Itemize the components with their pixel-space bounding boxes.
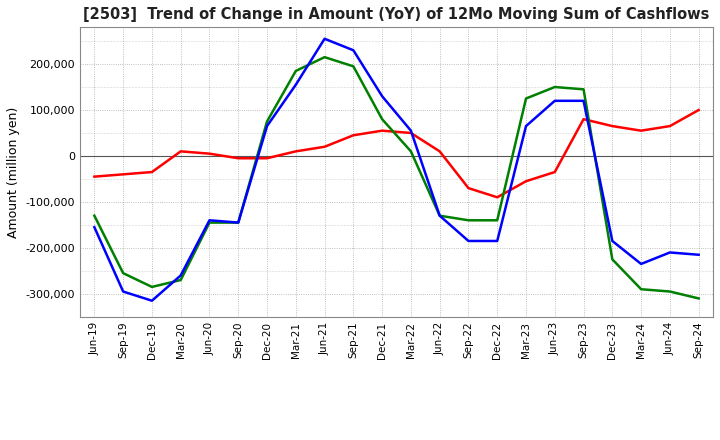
Free Cashflow bbox=[234, 220, 243, 225]
Y-axis label: Amount (million yen): Amount (million yen) bbox=[7, 106, 20, 238]
Operating Cashflow bbox=[148, 169, 156, 175]
Free Cashflow bbox=[636, 261, 645, 267]
Free Cashflow bbox=[378, 94, 387, 99]
Operating Cashflow bbox=[636, 128, 645, 133]
Free Cashflow bbox=[436, 213, 444, 218]
Operating Cashflow bbox=[522, 179, 531, 184]
Operating Cashflow bbox=[378, 128, 387, 133]
Investing Cashflow bbox=[378, 117, 387, 122]
Investing Cashflow bbox=[636, 286, 645, 292]
Investing Cashflow bbox=[119, 271, 127, 276]
Operating Cashflow bbox=[320, 144, 329, 150]
Free Cashflow bbox=[205, 218, 214, 223]
Free Cashflow bbox=[292, 82, 300, 88]
Operating Cashflow bbox=[608, 124, 616, 129]
Investing Cashflow bbox=[407, 149, 415, 154]
Investing Cashflow bbox=[436, 213, 444, 218]
Investing Cashflow bbox=[205, 220, 214, 225]
Free Cashflow bbox=[148, 298, 156, 303]
Investing Cashflow bbox=[493, 218, 502, 223]
Free Cashflow bbox=[551, 98, 559, 103]
Investing Cashflow bbox=[464, 218, 473, 223]
Free Cashflow bbox=[580, 98, 588, 103]
Free Cashflow bbox=[522, 124, 531, 129]
Free Cashflow bbox=[176, 273, 185, 278]
Free Cashflow bbox=[464, 238, 473, 244]
Free Cashflow bbox=[694, 252, 703, 257]
Line: Operating Cashflow: Operating Cashflow bbox=[94, 110, 698, 197]
Investing Cashflow bbox=[349, 64, 358, 69]
Operating Cashflow bbox=[292, 149, 300, 154]
Investing Cashflow bbox=[176, 277, 185, 282]
Operating Cashflow bbox=[694, 107, 703, 113]
Investing Cashflow bbox=[292, 68, 300, 73]
Operating Cashflow bbox=[205, 151, 214, 156]
Title: [2503]  Trend of Change in Amount (YoY) of 12Mo Moving Sum of Cashflows: [2503] Trend of Change in Amount (YoY) o… bbox=[84, 7, 710, 22]
Line: Investing Cashflow: Investing Cashflow bbox=[94, 57, 698, 298]
Investing Cashflow bbox=[234, 220, 243, 225]
Free Cashflow bbox=[90, 224, 99, 230]
Free Cashflow bbox=[320, 36, 329, 41]
Investing Cashflow bbox=[148, 284, 156, 290]
Free Cashflow bbox=[263, 124, 271, 129]
Operating Cashflow bbox=[464, 186, 473, 191]
Operating Cashflow bbox=[119, 172, 127, 177]
Operating Cashflow bbox=[665, 124, 674, 129]
Free Cashflow bbox=[119, 289, 127, 294]
Operating Cashflow bbox=[176, 149, 185, 154]
Operating Cashflow bbox=[493, 194, 502, 200]
Operating Cashflow bbox=[580, 117, 588, 122]
Free Cashflow bbox=[407, 128, 415, 133]
Investing Cashflow bbox=[665, 289, 674, 294]
Free Cashflow bbox=[349, 48, 358, 53]
Free Cashflow bbox=[608, 238, 616, 244]
Investing Cashflow bbox=[694, 296, 703, 301]
Investing Cashflow bbox=[580, 87, 588, 92]
Operating Cashflow bbox=[234, 156, 243, 161]
Investing Cashflow bbox=[522, 96, 531, 101]
Operating Cashflow bbox=[90, 174, 99, 179]
Investing Cashflow bbox=[551, 84, 559, 90]
Investing Cashflow bbox=[608, 257, 616, 262]
Operating Cashflow bbox=[263, 156, 271, 161]
Operating Cashflow bbox=[349, 132, 358, 138]
Line: Free Cashflow: Free Cashflow bbox=[94, 39, 698, 301]
Operating Cashflow bbox=[436, 149, 444, 154]
Free Cashflow bbox=[665, 250, 674, 255]
Investing Cashflow bbox=[263, 119, 271, 124]
Free Cashflow bbox=[493, 238, 502, 244]
Operating Cashflow bbox=[551, 169, 559, 175]
Investing Cashflow bbox=[90, 213, 99, 218]
Operating Cashflow bbox=[407, 130, 415, 136]
Investing Cashflow bbox=[320, 55, 329, 60]
